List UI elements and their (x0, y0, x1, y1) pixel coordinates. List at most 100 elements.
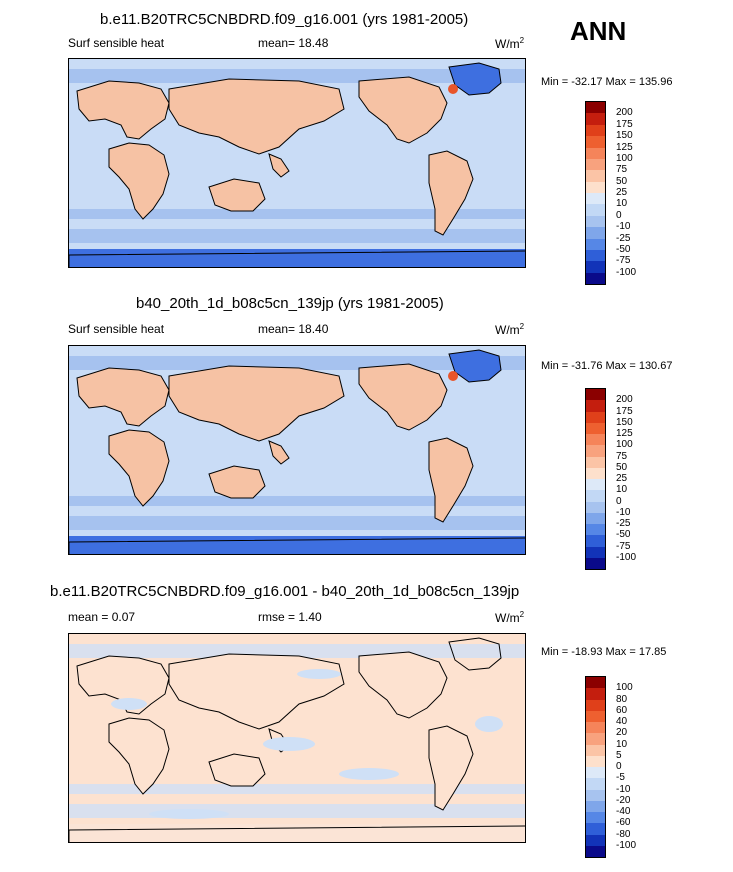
colorbar-swatch (586, 699, 605, 711)
colorbar-swatch (586, 158, 605, 171)
colorbar-swatch (586, 227, 605, 239)
colorbar-tick-label: 100 (616, 439, 633, 451)
colorbar-tick-label: -25 (616, 232, 631, 244)
colorbar-tick-label: 40 (616, 716, 628, 727)
panel-1-map (68, 58, 526, 268)
colorbar-swatch (586, 812, 605, 824)
panel-1-units: W/m2 (495, 36, 525, 51)
colorbar-swatch (586, 181, 605, 193)
colorbar-swatch (586, 789, 605, 801)
colorbar-tick-label: 60 (616, 704, 628, 716)
panel-1-minmax: Min = -32.17 Max = 135.96 (541, 76, 673, 88)
colorbar-swatch (586, 170, 605, 182)
colorbar-swatch (586, 422, 605, 434)
panel-1-title: b.e11.B20TRC5CNBDRD.f09_g16.001 (yrs 198… (100, 11, 469, 28)
colorbar-tick-label: 125 (616, 428, 633, 439)
panel-2-units: W/m2 (495, 322, 525, 337)
colorbar-swatch (586, 490, 605, 502)
panel-2-minmax: Min = -31.76 Max = 130.67 (541, 360, 673, 372)
colorbar-swatch (586, 147, 605, 159)
panel-2-mean-label: mean= 18.40 (258, 322, 329, 336)
colorbar-swatch (586, 467, 605, 479)
panel-1-mean-label: mean= 18.48 (258, 36, 329, 50)
colorbar-tick-label: 0 (616, 495, 622, 507)
panel-1-colorbar (585, 101, 606, 285)
colorbar-tick-label: 80 (616, 693, 628, 705)
colorbar-swatch (586, 193, 605, 205)
colorbar-tick-label: -40 (616, 806, 631, 817)
panel-1-variable-label: Surf sensible heat (68, 36, 165, 50)
colorbar-tick-label: -75 (616, 255, 631, 267)
colorbar-tick-label: -10 (616, 506, 631, 518)
colorbar-swatch (586, 688, 605, 700)
colorbar-tick-label: 10 (616, 484, 628, 496)
colorbar-swatch (586, 800, 605, 812)
colorbar-tick-label: 25 (616, 473, 628, 484)
colorbar-tick-label: 20 (616, 727, 628, 739)
colorbar-swatch (586, 479, 605, 491)
colorbar-tick-label: 5 (616, 749, 622, 761)
colorbar-tick-label: 175 (616, 118, 633, 130)
colorbar-swatch (586, 113, 605, 125)
colorbar-swatch (586, 434, 605, 446)
panel-3-map (68, 633, 526, 843)
colorbar-swatch (586, 778, 605, 790)
panel-2-colorbar (585, 388, 606, 570)
colorbar-swatch (586, 546, 605, 558)
panel-2-map-field (69, 346, 525, 554)
colorbar-tick-label: -20 (616, 794, 631, 806)
colorbar-tick-label: -100 (616, 266, 637, 278)
colorbar-swatch (586, 767, 605, 779)
colorbar-swatch (586, 124, 605, 137)
colorbar-tick-label: 200 (616, 107, 633, 119)
colorbar-swatch (586, 215, 605, 228)
panel-3-map-field (69, 634, 525, 842)
colorbar-tick-label: -50 (616, 529, 631, 541)
panel-3-title: b.e11.B20TRC5CNBDRD.f09_g16.001 - b40_20… (50, 583, 520, 600)
colorbar-swatch (586, 744, 605, 756)
colorbar-swatch (586, 456, 605, 468)
colorbar-swatch (586, 755, 605, 767)
colorbar-swatch (586, 501, 605, 513)
colorbar-tick-label: -25 (616, 518, 631, 529)
colorbar-tick-label: 10 (616, 198, 628, 210)
panel-3-colorbar (585, 676, 606, 858)
colorbar-swatch (586, 249, 605, 262)
colorbar-swatch (586, 710, 605, 722)
colorbar-tick-label: 50 (616, 461, 628, 473)
panel-1-map-field (69, 59, 525, 267)
colorbar-swatch (586, 722, 605, 734)
colorbar-swatch (586, 834, 605, 846)
colorbar-tick-label: -100 (616, 839, 637, 851)
colorbar-tick-label: 0 (616, 761, 622, 772)
colorbar-tick-label: 75 (616, 450, 628, 462)
colorbar-tick-label: 50 (616, 175, 628, 187)
colorbar-tick-label: 150 (616, 130, 633, 142)
colorbar-swatch (586, 445, 605, 457)
colorbar-tick-label: -10 (616, 221, 631, 233)
season-label: ANN (570, 16, 627, 46)
colorbar-tick-label: 200 (616, 394, 633, 406)
colorbar-tick-label: 10 (616, 738, 628, 750)
colorbar-swatch (586, 389, 605, 401)
colorbar-tick-label: 0 (616, 209, 622, 221)
colorbar-tick-label: -10 (616, 783, 631, 795)
colorbar-swatch (586, 677, 605, 689)
colorbar-tick-label: 100 (616, 152, 633, 164)
colorbar-tick-label: -75 (616, 540, 631, 552)
colorbar-swatch (586, 411, 605, 423)
colorbar-tick-label: 25 (616, 187, 628, 198)
colorbar-swatch (586, 512, 605, 524)
colorbar-swatch (586, 272, 605, 284)
panel-3-mean-label: mean = 0.07 (68, 610, 136, 624)
panel-3-rmse-label: rmse = 1.40 (258, 610, 322, 624)
panel-3-minmax: Min = -18.93 Max = 17.85 (541, 646, 667, 658)
panel-2-map (68, 345, 526, 555)
colorbar-swatch (586, 823, 605, 835)
colorbar-swatch (586, 535, 605, 547)
colorbar-tick-label: 175 (616, 405, 633, 417)
colorbar-tick-label: -50 (616, 243, 631, 255)
colorbar-swatch (586, 400, 605, 412)
colorbar-swatch (586, 261, 605, 273)
colorbar-tick-label: -100 (616, 551, 637, 563)
